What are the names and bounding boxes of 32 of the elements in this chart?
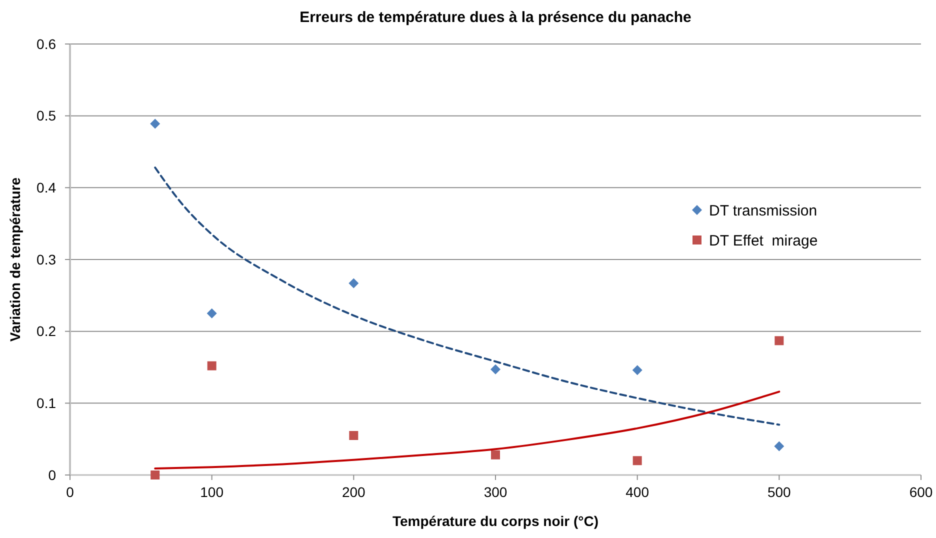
point xyxy=(348,278,359,288)
x-tick-label: 300 xyxy=(484,484,508,500)
legend-label: DT Effet mirage xyxy=(709,232,818,250)
legend-label: DT transmission xyxy=(709,202,818,220)
point xyxy=(150,470,160,480)
point xyxy=(491,450,500,460)
x-tick-label: 100 xyxy=(200,484,224,500)
y-axis-title: Variation de température xyxy=(7,177,23,342)
chart-title: Erreurs de température dues à la présence du panache xyxy=(300,9,692,26)
x-tick-label: 600 xyxy=(909,484,933,500)
point xyxy=(774,441,784,452)
point xyxy=(349,430,358,440)
x-tick-label: 200 xyxy=(342,484,366,500)
x-axis-title: Température du corps noir (°C) xyxy=(392,513,599,529)
y-tick-label: 0.5 xyxy=(36,108,56,124)
y-tick-label: 0.3 xyxy=(36,251,56,268)
point xyxy=(490,364,500,374)
point xyxy=(206,308,217,318)
point xyxy=(207,361,216,370)
x-tick-label: 0 xyxy=(66,484,74,500)
y-tick-label: 0 xyxy=(48,466,56,483)
point xyxy=(774,336,784,346)
line-series xyxy=(154,390,780,470)
point xyxy=(150,118,160,129)
point xyxy=(632,456,642,466)
y-tick-label: 0.2 xyxy=(36,323,56,340)
y-tick-label: 0.6 xyxy=(36,36,56,52)
x-tick-label: 400 xyxy=(626,484,650,500)
point xyxy=(632,365,642,376)
y-tick-label: 0.4 xyxy=(36,180,56,196)
y-tick-label: 0.1 xyxy=(36,395,56,412)
x-tick-label: 500 xyxy=(767,484,792,500)
